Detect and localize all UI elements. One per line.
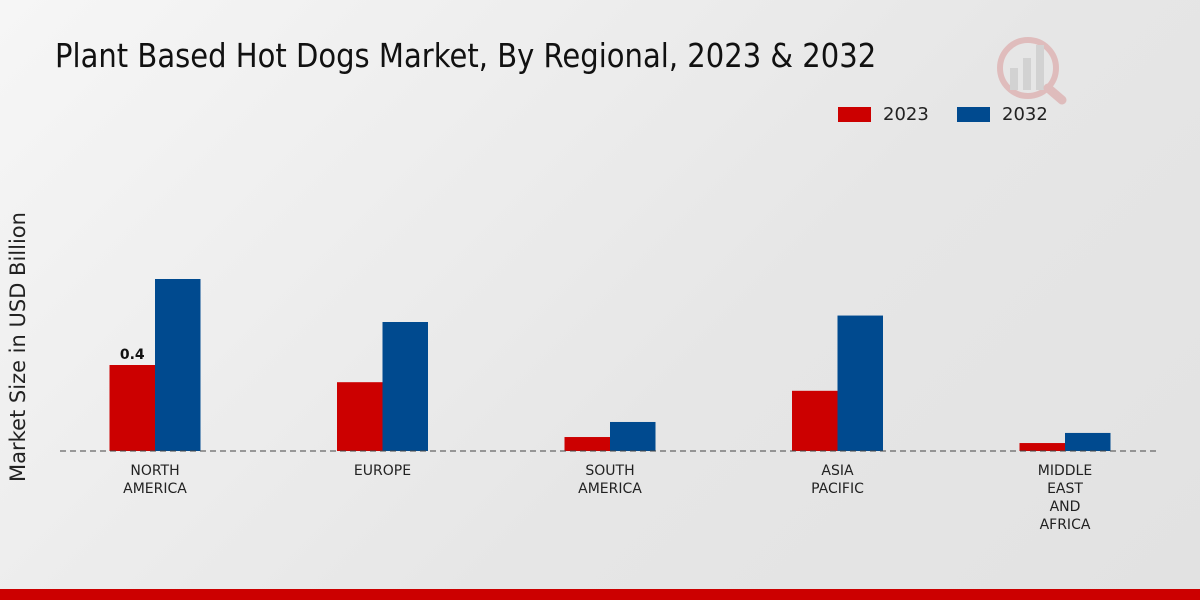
legend-item-2023: 2023 xyxy=(838,104,929,125)
x-tick-label: AMERICA xyxy=(123,481,187,497)
legend-item-2032: 2032 xyxy=(957,104,1048,125)
x-tick-label: NORTH xyxy=(130,463,179,479)
bar-2023-0 xyxy=(109,365,155,451)
bar-2032-1 xyxy=(382,322,428,451)
legend-label: 2023 xyxy=(883,104,929,125)
x-tick-label: EAST xyxy=(1047,481,1083,497)
bar-2032-4 xyxy=(1065,432,1111,451)
x-tick-label: MIDDLE xyxy=(1038,463,1092,479)
watermark-logo-icon xyxy=(997,37,1067,105)
x-tick-label: AMERICA xyxy=(578,481,642,497)
bar-2023-3 xyxy=(792,390,838,451)
legend-swatch xyxy=(957,107,990,122)
bar-2032-0 xyxy=(155,279,201,451)
legend-label: 2032 xyxy=(1002,104,1048,125)
x-tick-label: ASIA xyxy=(821,463,854,479)
bar-2023-2 xyxy=(564,437,610,451)
x-tick-label: EUROPE xyxy=(354,463,411,479)
x-tick-label: AFRICA xyxy=(1040,517,1091,533)
bar-2023-4 xyxy=(1019,443,1065,451)
bar-2023-1 xyxy=(337,382,383,451)
chart-title: Plant Based Hot Dogs Market, By Regional… xyxy=(55,36,877,75)
legend-swatch xyxy=(838,107,871,122)
x-tick-label: AND xyxy=(1050,499,1081,515)
bar-2032-3 xyxy=(837,315,883,451)
bar-2032-2 xyxy=(610,421,656,451)
data-label: 0.4 xyxy=(120,347,145,363)
x-tick-label: PACIFIC xyxy=(811,481,864,497)
footer-bar xyxy=(0,589,1200,600)
x-tick-label: SOUTH xyxy=(585,463,634,479)
